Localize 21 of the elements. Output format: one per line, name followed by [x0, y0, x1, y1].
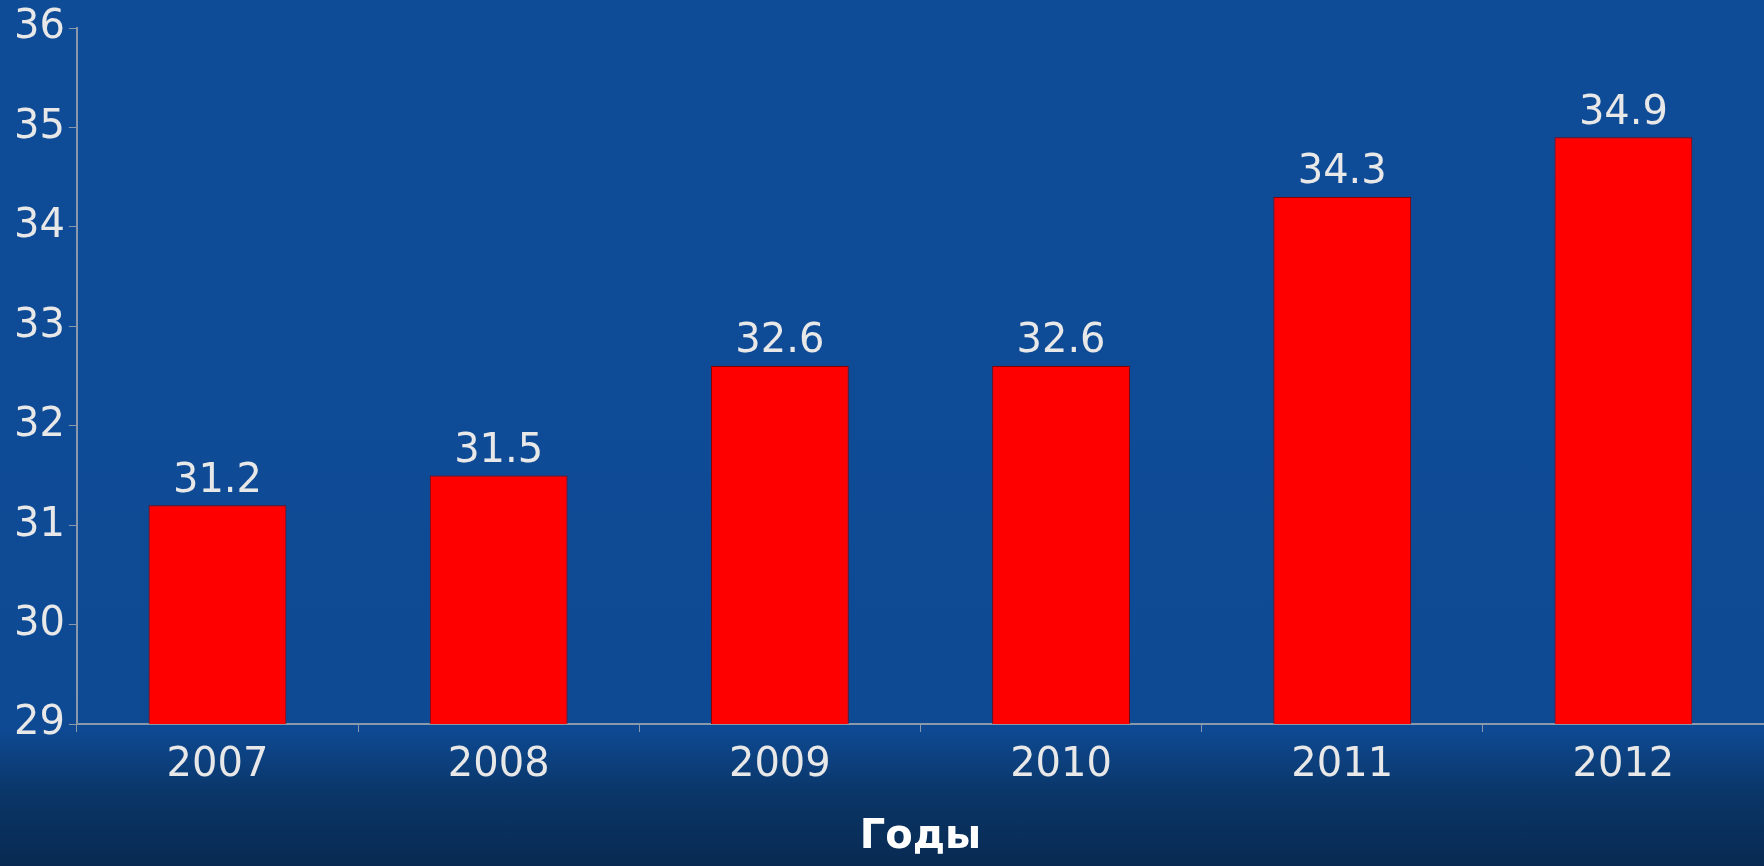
y-tick-label: 29 [13, 697, 65, 744]
x-tick-label: 2010 [1010, 739, 1112, 786]
y-tick-label: 31 [13, 498, 65, 545]
y-tick-label: 32 [13, 399, 65, 446]
data-label: 34.9 [1578, 86, 1668, 133]
x-tick-label: 2008 [447, 739, 550, 786]
data-label: 31.5 [454, 424, 544, 471]
y-tick-label: 30 [13, 597, 65, 644]
data-label: 32.6 [735, 315, 825, 362]
x-tick-label: 2009 [728, 739, 831, 786]
data-label: 32.6 [1016, 315, 1106, 362]
x-axis-title: Годы [859, 811, 982, 858]
data-label: 34.3 [1297, 146, 1387, 193]
data-label: 31.2 [172, 454, 263, 501]
y-tick-label: 33 [13, 299, 65, 346]
x-tick-label: 2011 [1291, 739, 1394, 786]
y-tick-label: 34 [13, 200, 65, 247]
x-tick-label: 2012 [1572, 739, 1675, 786]
y-tick-label: 35 [13, 100, 65, 147]
y-tick-label: 36 [13, 1, 65, 48]
x-tick-label: 2007 [166, 739, 269, 786]
